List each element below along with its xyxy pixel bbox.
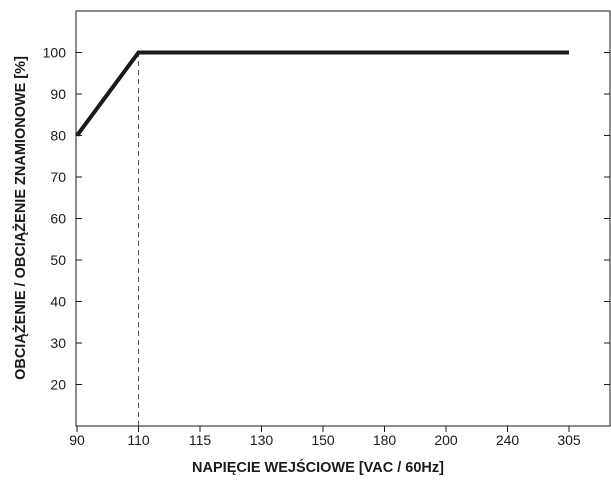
x-tick-label: 150 xyxy=(311,432,335,448)
plot-frame xyxy=(75,10,611,427)
y-tick-label: 30 xyxy=(50,335,66,351)
x-tick-label: 200 xyxy=(434,432,458,448)
x-tick-label: 90 xyxy=(69,432,85,448)
y-tick-label: 100 xyxy=(43,45,67,61)
y-axis-ticks: 20 30 40 50 60 70 80 90 100 xyxy=(43,45,610,393)
x-tick-label: 305 xyxy=(557,432,581,448)
x-tick-label: 130 xyxy=(250,432,274,448)
series-line xyxy=(75,50,569,137)
series-layer xyxy=(75,50,569,137)
y-tick-label: 40 xyxy=(50,294,66,310)
y-tick-label: 20 xyxy=(50,377,66,393)
x-tick-label: 110 xyxy=(127,432,150,448)
y-tick-label: 90 xyxy=(50,86,66,102)
x-tick-label: 180 xyxy=(373,432,397,448)
x-axis-title: NAPIĘCIE WEJŚCIOWE [VAC / 60Hz] xyxy=(192,458,444,476)
y-tick-label: 80 xyxy=(50,128,66,144)
x-axis-ticks: 90 110 115 130 150 180 200 240 305 xyxy=(69,426,581,448)
y-tick-label: 60 xyxy=(50,211,66,227)
y-tick-label: 50 xyxy=(50,252,66,268)
x-tick-label: 115 xyxy=(189,432,212,448)
y-tick-label: 70 xyxy=(50,169,66,185)
y-axis-title: OBCIĄŻENIE / OBCIĄŻENIE ZNAMIONOWE [%] xyxy=(12,56,29,380)
x-tick-label: 240 xyxy=(496,432,520,448)
